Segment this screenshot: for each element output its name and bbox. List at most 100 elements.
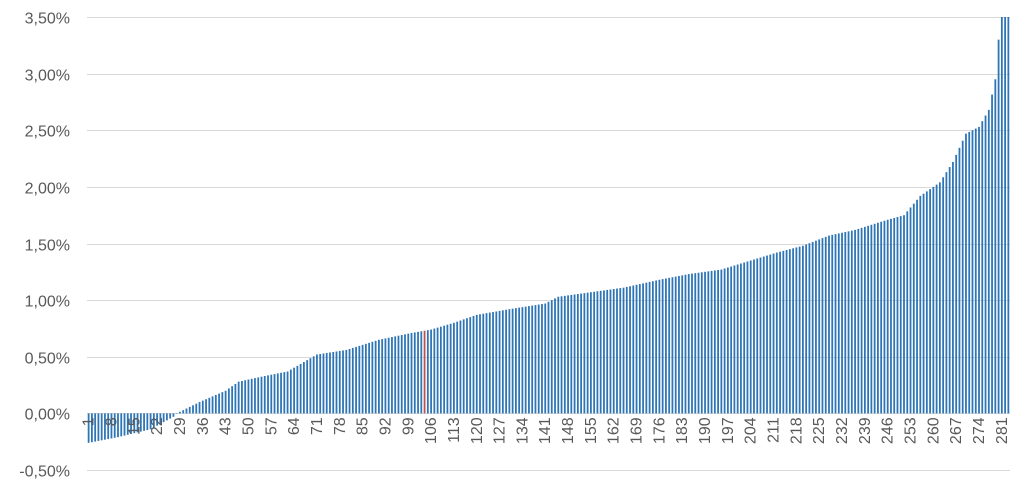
- bar: [583, 293, 586, 414]
- bar: [462, 319, 465, 414]
- bar: [880, 221, 883, 414]
- bar: [276, 373, 279, 414]
- x-tick-label: 15: [126, 417, 143, 435]
- x-tick-label: 113: [446, 417, 463, 443]
- bar: [466, 318, 468, 414]
- x-tick-label: 274: [971, 417, 988, 444]
- bar: [798, 246, 801, 414]
- bar: [896, 217, 899, 414]
- bar: [668, 277, 671, 414]
- bar: [655, 280, 658, 414]
- bar: [348, 348, 351, 414]
- x-tick-label: 57: [263, 417, 280, 435]
- bar: [94, 413, 97, 442]
- bar: [381, 339, 384, 414]
- bar: [322, 353, 325, 414]
- bar: [1000, 17, 1003, 414]
- bar: [638, 284, 641, 414]
- bar: [697, 272, 700, 414]
- bar: [345, 349, 348, 414]
- bar: [678, 275, 680, 414]
- bar: [974, 128, 977, 414]
- bar: [299, 363, 302, 414]
- bar: [456, 321, 459, 414]
- bar: [192, 405, 194, 414]
- bar: [152, 413, 155, 428]
- bar: [717, 270, 719, 414]
- bar: [645, 282, 648, 414]
- bar: [459, 320, 462, 414]
- bar: [603, 290, 605, 414]
- bar: [250, 378, 253, 414]
- bar: [156, 413, 159, 426]
- bar: [795, 247, 798, 414]
- bar: [289, 369, 292, 414]
- bar: [257, 377, 260, 414]
- x-tick-label: 1: [81, 417, 98, 426]
- bar: [179, 411, 181, 414]
- bar: [687, 274, 690, 414]
- bar: [978, 126, 980, 414]
- bar: [469, 317, 472, 414]
- bar: [903, 215, 905, 414]
- y-tick-label: 0,00%: [25, 407, 70, 424]
- bar: [932, 186, 935, 414]
- bar: [736, 264, 739, 414]
- bar: [501, 310, 504, 414]
- bar: [841, 232, 843, 414]
- bar: [854, 229, 856, 414]
- bar: [371, 341, 374, 414]
- bar: [224, 390, 227, 414]
- bar: [942, 177, 945, 414]
- x-tick-label: 246: [880, 417, 897, 444]
- x-tick-label: 127: [492, 417, 509, 444]
- bar: [534, 305, 537, 414]
- bar: [117, 413, 119, 438]
- bar: [948, 167, 951, 414]
- bar: [270, 374, 273, 414]
- y-tick-label: 0,50%: [25, 351, 70, 368]
- x-tick-label: 225: [811, 417, 828, 444]
- bar: [785, 250, 788, 414]
- x-tick-label: 8: [103, 417, 120, 426]
- bar: [991, 94, 993, 414]
- bar: [971, 130, 974, 414]
- bar: [514, 308, 517, 414]
- bar: [994, 79, 997, 414]
- x-tick-label: 253: [903, 417, 920, 444]
- bar: [387, 337, 390, 414]
- x-tick-label: 50: [240, 417, 257, 435]
- bar: [413, 332, 416, 414]
- bar: [958, 147, 961, 414]
- bar: [231, 386, 234, 414]
- bar: [938, 182, 941, 414]
- bar: [834, 234, 837, 414]
- bar: [661, 279, 664, 414]
- bar: [893, 217, 896, 414]
- bar: [674, 276, 677, 414]
- bar: [753, 259, 755, 414]
- bar: [860, 227, 863, 414]
- bar: [361, 344, 364, 414]
- bar: [104, 413, 106, 440]
- bar: [909, 207, 912, 414]
- bar: [580, 293, 583, 414]
- bar: [870, 224, 873, 414]
- bar: [120, 413, 123, 437]
- bar: [691, 273, 693, 414]
- bar: [439, 326, 442, 414]
- bar: [185, 408, 188, 414]
- bar: [100, 413, 103, 441]
- bar: [531, 305, 534, 414]
- bar: [929, 189, 931, 414]
- bar: [890, 218, 892, 414]
- x-tick-label: 29: [172, 417, 189, 435]
- x-axis-tick-labels: 1 8 15 22 29 36 43 50 57 64 71 78 85 92 99 106 113 120 127…: [81, 417, 1011, 444]
- bar: [828, 235, 830, 414]
- bar: [782, 250, 785, 414]
- bar: [808, 243, 811, 414]
- bar: [815, 240, 817, 414]
- bar: [123, 413, 126, 436]
- bar: [378, 339, 380, 414]
